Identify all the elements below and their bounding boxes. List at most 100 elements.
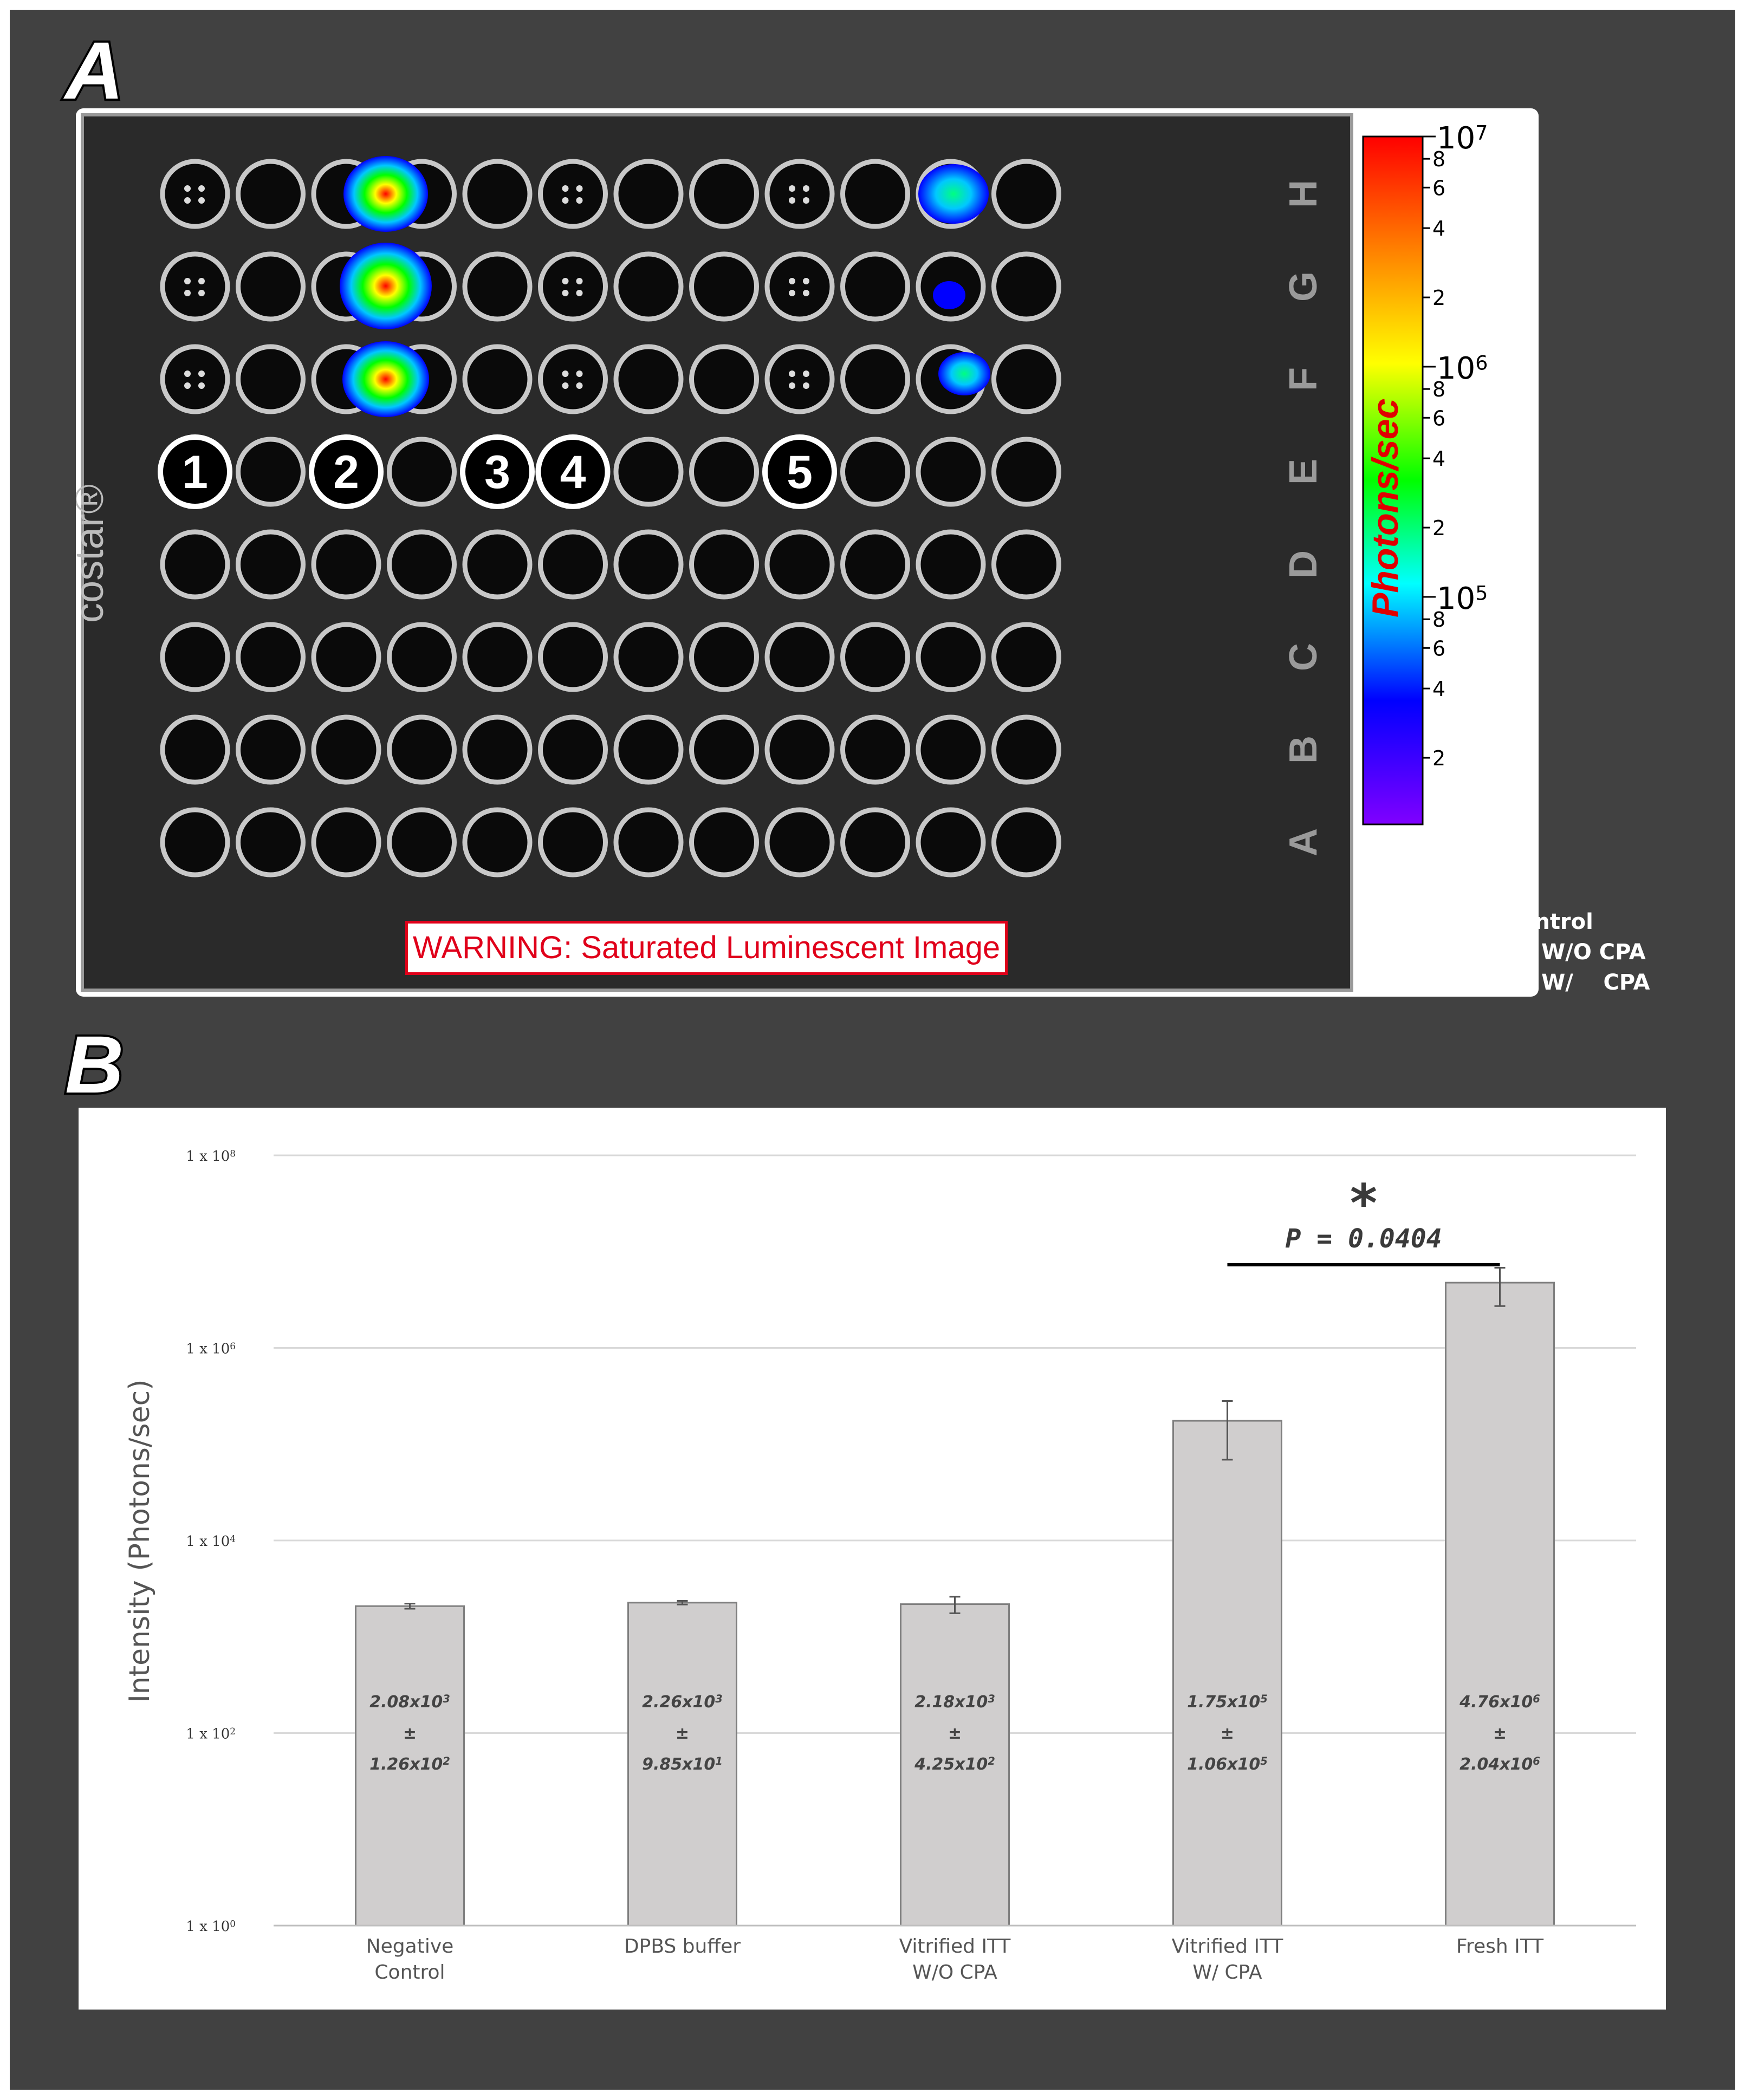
well-spot <box>789 185 795 192</box>
bar <box>627 1602 737 1927</box>
colorbar-major-label-base: 10 <box>1437 581 1475 616</box>
well <box>613 159 684 229</box>
panel-a-letter: A <box>63 25 126 116</box>
well <box>160 159 230 229</box>
bar-sd-label-base: 1.06x10 <box>1187 1755 1260 1774</box>
well-label-ring <box>158 434 232 509</box>
well <box>462 807 533 877</box>
well-spot <box>198 197 205 204</box>
colorbar-major-label: 107 <box>1437 121 1488 156</box>
well <box>462 622 533 692</box>
bar-pm-label: ± <box>403 1724 417 1743</box>
well <box>689 251 759 322</box>
well <box>764 714 835 785</box>
colorbar-major-label-exp: 7 <box>1475 121 1488 145</box>
bar-mean-label: 2.18x103 <box>914 1693 995 1712</box>
colorbar-minor-label: 8 <box>1432 147 1445 171</box>
well-spot <box>198 185 205 192</box>
bar-mean-label-base: 1.75x10 <box>1187 1693 1260 1712</box>
well <box>160 344 230 414</box>
y-tick-label: 1 x 104 <box>186 1533 236 1550</box>
well <box>764 159 835 229</box>
well-label-ring <box>309 434 384 509</box>
bar-mean-label-base: 2.08x10 <box>369 1693 443 1712</box>
well-spot <box>576 370 583 377</box>
well <box>689 622 759 692</box>
well-spot <box>803 185 809 192</box>
legend-item: 5. Vitrified ITT W/ CPA <box>1359 970 1650 995</box>
well-label-number: 5 <box>787 446 813 498</box>
bar-sd-label: 1.06x105 <box>1187 1755 1268 1774</box>
well <box>840 529 910 600</box>
well-spot <box>576 382 583 389</box>
row-letter: D <box>1282 550 1325 578</box>
well <box>916 622 986 692</box>
well <box>613 437 684 507</box>
colorbar-minor-label: 6 <box>1432 406 1445 430</box>
well <box>387 807 457 877</box>
well-spot <box>562 197 569 204</box>
bar-sd-label-base: 1.26x10 <box>369 1755 443 1774</box>
x-category-label: Control <box>374 1961 445 1984</box>
well-spot <box>576 197 583 204</box>
well <box>538 251 608 322</box>
well-spot <box>562 382 569 389</box>
bar-chart-panel: 1 x 108 1 x 106 1 x 104 1 x 102 1 x 100 Inten… <box>79 1108 1666 2010</box>
well <box>991 714 1061 785</box>
y-tick-label-base: 1 x 10 <box>186 1341 230 1357</box>
bar-pm-label: ± <box>1221 1724 1234 1743</box>
bar-pm-label: ± <box>948 1724 962 1743</box>
well <box>613 251 684 322</box>
bar-sd-label-exp: 1 <box>715 1755 723 1767</box>
well <box>387 714 457 785</box>
well <box>236 437 306 507</box>
well-spot <box>184 197 191 204</box>
well <box>991 807 1061 877</box>
well <box>689 437 759 507</box>
well-label-number: 1 <box>182 446 208 498</box>
x-category-label: Fresh ITT <box>1456 1935 1544 1958</box>
well <box>764 622 835 692</box>
well <box>538 807 608 877</box>
well <box>538 529 608 600</box>
well-spot <box>184 278 191 284</box>
well-spot <box>789 370 795 377</box>
x-category-label: DPBS buffer <box>624 1935 741 1958</box>
well <box>538 159 608 229</box>
y-tick-label-exp: 8 <box>230 1148 236 1159</box>
bar-mean-label-exp: 6 <box>1533 1693 1540 1705</box>
colorbar-major-label-base: 10 <box>1437 121 1475 156</box>
y-tick-label: 1 x 106 <box>186 1341 236 1357</box>
y-axis-label: Intensity (Photons/sec) <box>124 1379 156 1702</box>
well <box>916 437 986 507</box>
y-tick-label-exp: 4 <box>230 1533 236 1544</box>
well-spot <box>789 290 795 296</box>
colorbar-minor-label: 2 <box>1432 516 1445 540</box>
well <box>311 807 381 877</box>
y-tick-label-base: 1 x 10 <box>186 1919 230 1935</box>
y-tick-label: 1 x 100 <box>186 1918 236 1935</box>
well <box>462 159 533 229</box>
well <box>160 529 230 600</box>
colorbar-title: Photons/sec <box>1365 399 1406 617</box>
well <box>764 251 835 322</box>
bar <box>900 1603 1010 1927</box>
row-letter: F <box>1282 367 1325 391</box>
well <box>236 714 306 785</box>
row-letter: B <box>1282 736 1325 764</box>
well <box>160 622 230 692</box>
well-spot <box>803 370 809 377</box>
well <box>236 344 306 414</box>
bar-sd-label-exp: 2 <box>443 1755 450 1767</box>
y-tick-label-exp: 2 <box>230 1726 236 1737</box>
well <box>689 714 759 785</box>
bar-mean-label: 2.26x103 <box>642 1693 723 1712</box>
colorbar-minor-label: 4 <box>1432 217 1445 240</box>
y-tick-label-base: 1 x 10 <box>186 1726 230 1743</box>
y-tick-label: 1 x 108 <box>186 1148 236 1165</box>
well <box>689 344 759 414</box>
well <box>689 529 759 600</box>
